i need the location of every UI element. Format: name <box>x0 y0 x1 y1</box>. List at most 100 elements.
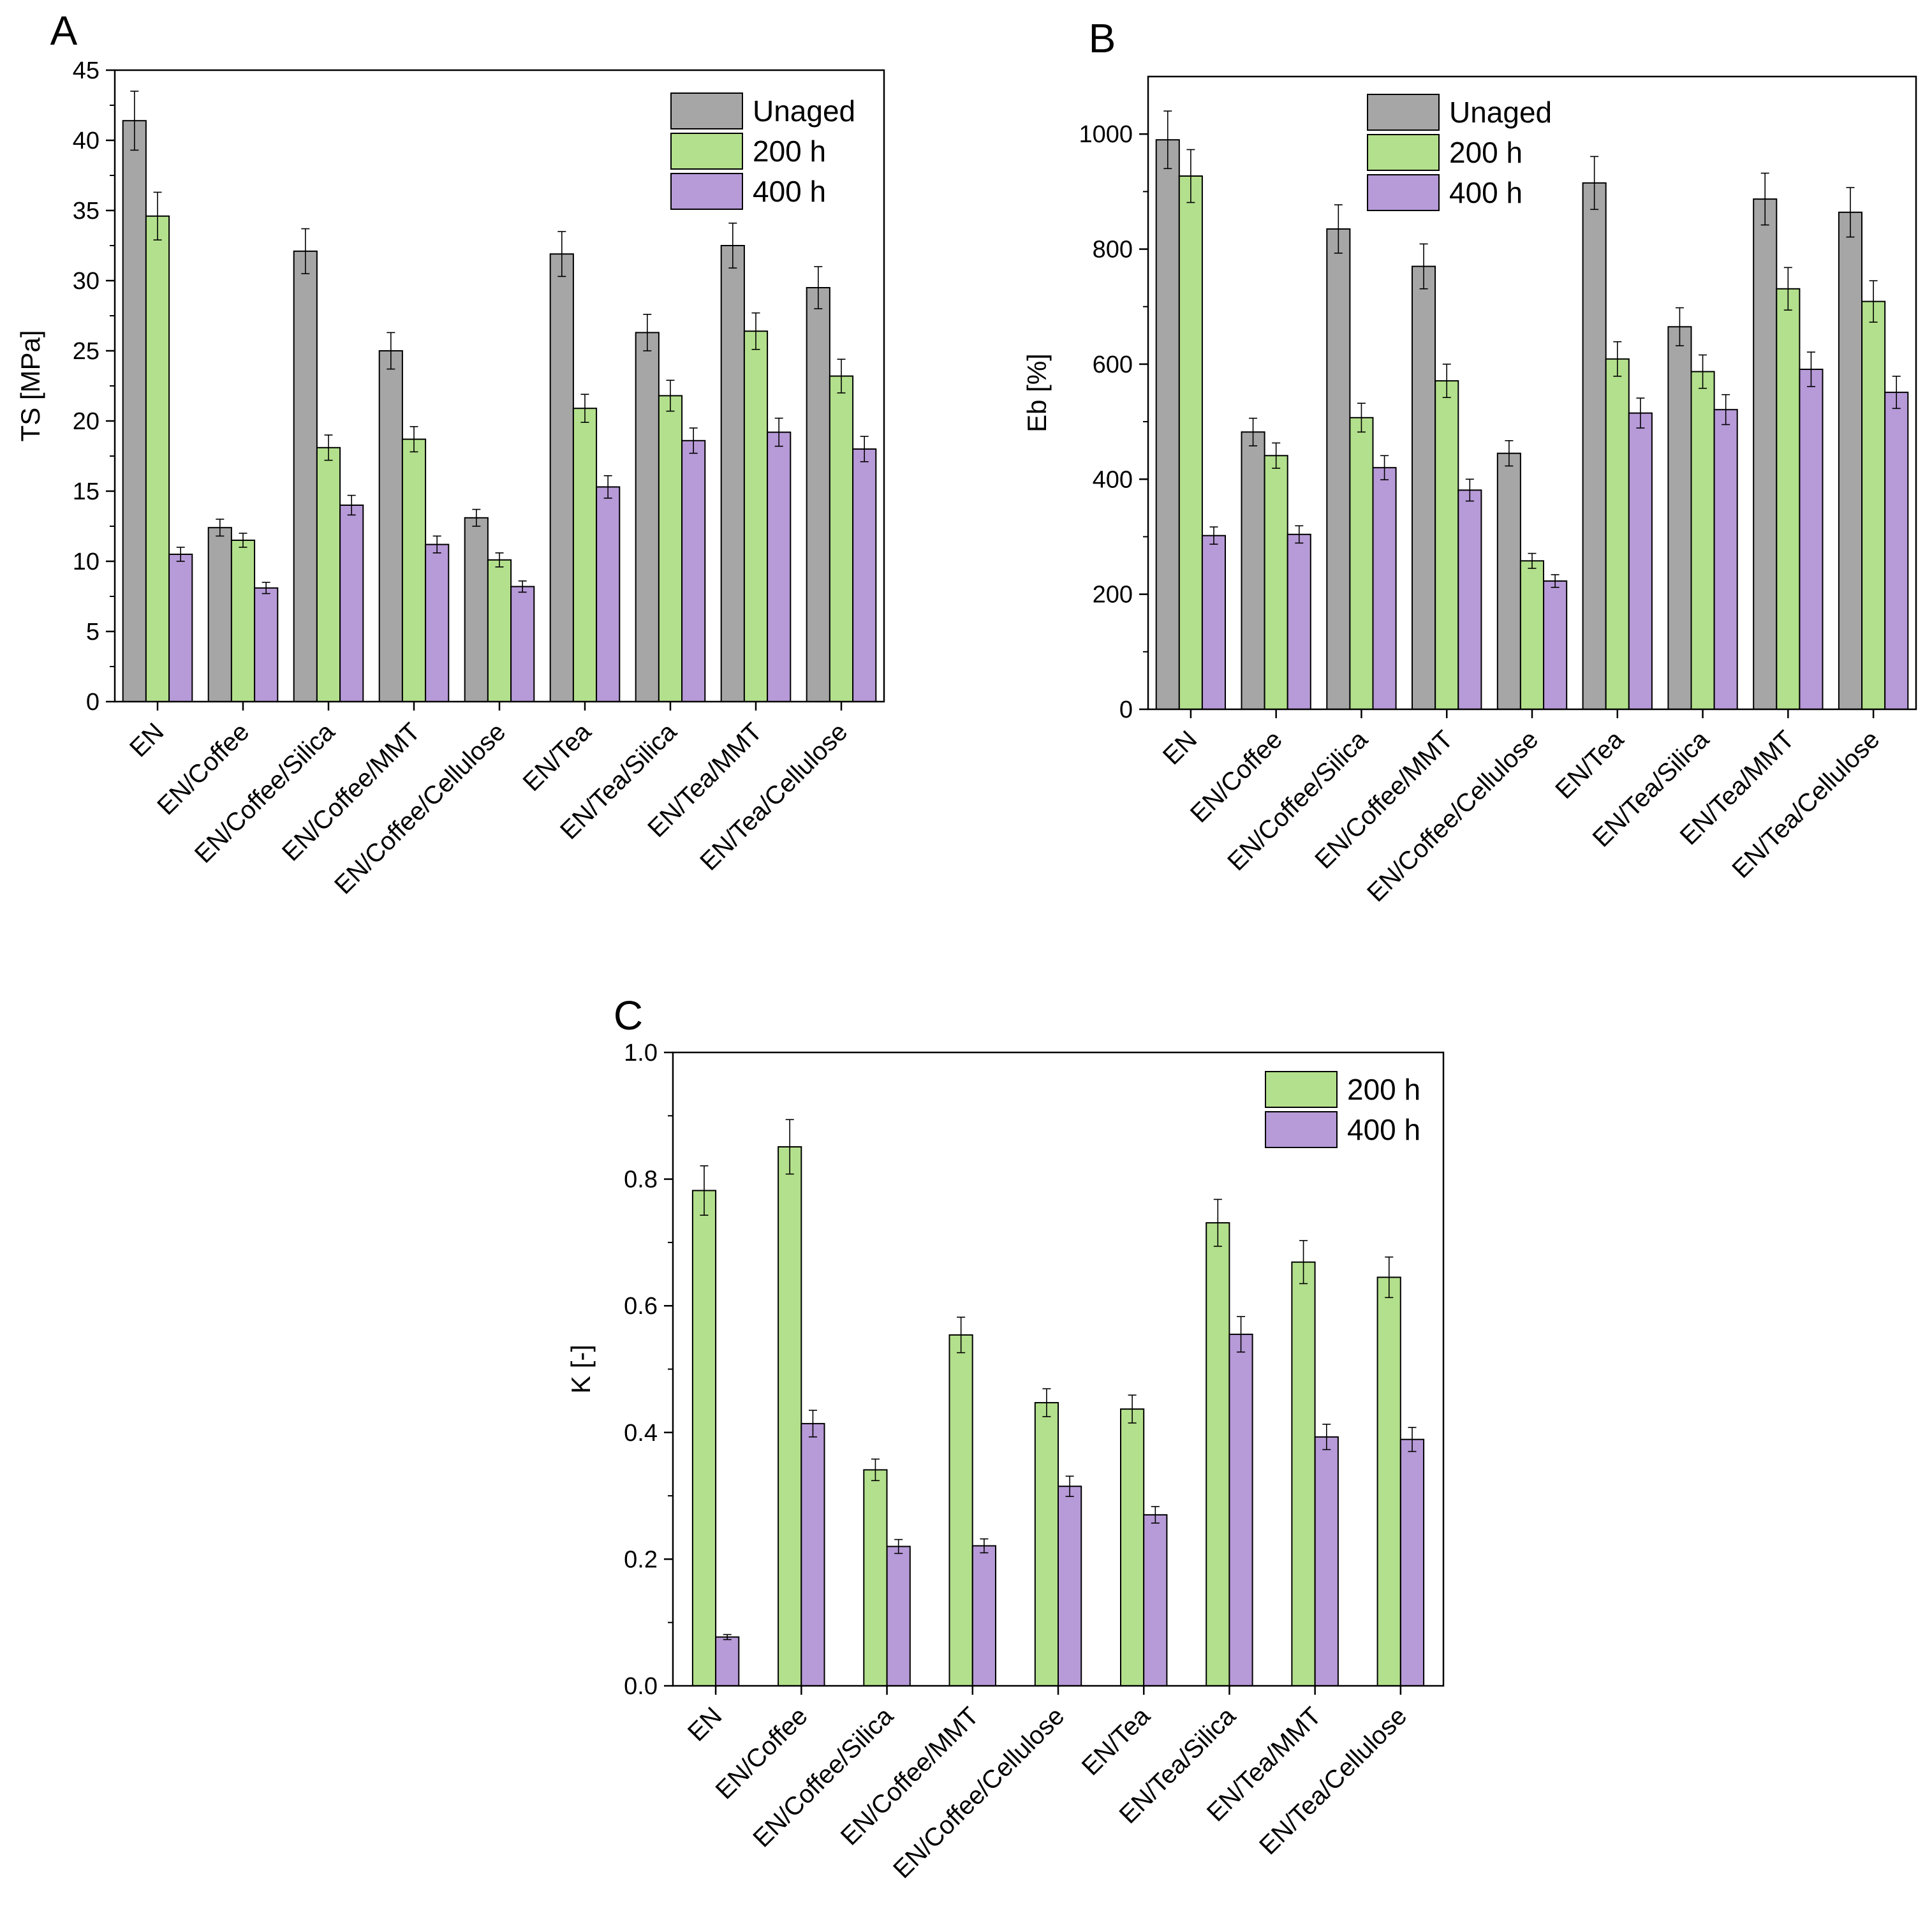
error-bar-a-1-1 <box>239 533 247 548</box>
bar-b-0-2 <box>1326 228 1351 710</box>
error-bar-a-2-0 <box>176 547 185 562</box>
error-bar-c-1-1 <box>808 1410 817 1438</box>
bar-c-0-0 <box>691 1190 717 1686</box>
panel-letter-a: A <box>50 8 78 54</box>
bar-c-0-1 <box>778 1146 802 1686</box>
bar-a-1-1 <box>230 540 256 702</box>
y-tick-label-a-1: 5 <box>86 619 100 645</box>
error-bar-a-0-2 <box>301 228 310 274</box>
error-bar-a-0-1 <box>216 519 225 537</box>
legend-b: Unaged 200 h 400 h <box>1367 94 1552 211</box>
bar-b-0-5 <box>1582 182 1607 710</box>
error-bar-a-2-7 <box>774 417 783 447</box>
error-bar-a-0-7 <box>728 222 737 269</box>
error-bar-c-0-6 <box>1213 1199 1222 1247</box>
bar-c-0-6 <box>1206 1222 1230 1686</box>
error-bar-b-2-8 <box>1892 376 1901 409</box>
bar-b-2-2 <box>1372 467 1397 710</box>
bar-b-0-6 <box>1667 326 1692 710</box>
bar-c-0-2 <box>863 1469 888 1686</box>
bar-b-1-0 <box>1178 175 1203 710</box>
bar-c-0-8 <box>1376 1276 1401 1686</box>
bar-b-0-4 <box>1496 452 1521 710</box>
y-tick-label-c-1: 0.2 <box>624 1546 658 1573</box>
bar-a-1-5 <box>572 408 598 702</box>
bar-b-2-1 <box>1287 533 1311 710</box>
error-bar-a-0-6 <box>643 313 652 351</box>
error-bar-b-1-0 <box>1186 149 1195 203</box>
y-tick-label-c-3: 0.6 <box>624 1293 658 1320</box>
y-tick-label-c-2: 0.4 <box>624 1420 658 1447</box>
error-bar-a-1-7 <box>751 312 760 350</box>
bar-b-2-0 <box>1201 535 1227 710</box>
error-bar-b-1-1 <box>1272 442 1281 469</box>
legend-swatch-a-0 <box>670 92 743 129</box>
y-axis-title-a: TS [MPa] <box>15 330 45 441</box>
y-tick-label-c-4: 0.8 <box>624 1167 658 1193</box>
error-bar-c-1-6 <box>1237 1316 1246 1353</box>
error-bar-b-0-2 <box>1334 204 1343 254</box>
bar-a-0-4 <box>464 517 489 702</box>
error-bar-b-0-8 <box>1846 187 1855 238</box>
y-tick-label-c-5: 1.0 <box>624 1040 658 1066</box>
legend-swatch-c-0 <box>1265 1071 1338 1108</box>
bar-c-1-5 <box>1143 1514 1168 1686</box>
bar-a-1-3 <box>401 438 427 702</box>
error-bar-a-1-0 <box>153 191 162 241</box>
error-bar-c-0-7 <box>1299 1240 1308 1285</box>
bar-a-0-2 <box>293 250 318 702</box>
bar-a-1-2 <box>316 446 341 702</box>
y-tick-label-b-0: 0 <box>1119 697 1133 723</box>
y-tick-label-b-2: 400 <box>1093 466 1133 493</box>
error-bar-a-2-8 <box>860 436 869 462</box>
error-bar-a-2-2 <box>347 494 356 516</box>
error-bar-b-1-3 <box>1442 364 1451 399</box>
error-bar-b-2-3 <box>1465 478 1474 502</box>
error-bar-c-0-0 <box>700 1165 709 1216</box>
error-bar-a-1-8 <box>837 358 846 394</box>
bar-b-2-7 <box>1799 369 1824 710</box>
error-bar-b-1-4 <box>1528 552 1537 569</box>
bar-b-2-8 <box>1884 392 1909 710</box>
legend-label-c-0: 200 h <box>1347 1073 1420 1106</box>
bar-c-1-7 <box>1314 1436 1339 1687</box>
bar-a-2-2 <box>339 505 364 702</box>
bar-c-0-3 <box>948 1334 973 1686</box>
y-tick-label-b-3: 600 <box>1093 351 1133 378</box>
y-tick-label-b-4: 800 <box>1093 237 1133 263</box>
y-tick-label-c-0: 0.0 <box>624 1673 658 1700</box>
legend-swatch-b-0 <box>1367 94 1440 131</box>
error-bar-b-2-1 <box>1295 525 1304 544</box>
error-bar-b-0-6 <box>1675 307 1684 346</box>
bar-a-1-8 <box>829 375 854 702</box>
y-axis-title-b: Eb [%] <box>1022 353 1052 432</box>
y-tick-label-a-8: 40 <box>73 128 100 154</box>
y-tick-label-a-0: 0 <box>86 689 100 716</box>
bar-a-2-3 <box>425 543 450 702</box>
bar-c-1-6 <box>1228 1333 1253 1686</box>
bar-b-1-2 <box>1349 417 1374 710</box>
y-tick-label-a-9: 45 <box>73 57 100 84</box>
error-bar-a-0-5 <box>557 231 566 277</box>
bar-a-1-6 <box>658 395 683 703</box>
error-bar-b-1-8 <box>1869 280 1878 323</box>
error-bar-c-0-1 <box>785 1119 794 1175</box>
bar-c-0-5 <box>1120 1408 1145 1687</box>
error-bar-c-0-5 <box>1128 1394 1137 1424</box>
bar-c-0-7 <box>1291 1261 1316 1686</box>
error-bar-b-1-6 <box>1699 354 1707 389</box>
y-tick-label-a-6: 30 <box>73 268 100 295</box>
legend-label-b-0: Unaged <box>1449 96 1552 129</box>
bar-b-2-3 <box>1457 489 1482 711</box>
error-bar-a-2-6 <box>689 427 698 454</box>
y-tick-label-b-1: 200 <box>1093 582 1133 609</box>
bar-a-2-1 <box>254 587 279 702</box>
bar-b-1-3 <box>1434 380 1459 710</box>
legend-swatch-b-1 <box>1367 134 1440 171</box>
bar-a-0-6 <box>635 332 660 702</box>
error-bar-a-2-1 <box>262 582 270 594</box>
error-bar-a-1-5 <box>580 394 589 424</box>
bar-b-0-0 <box>1155 139 1180 710</box>
legend-c: 200 h 400 h <box>1265 1071 1420 1148</box>
panel-letter-b: B <box>1089 15 1116 61</box>
